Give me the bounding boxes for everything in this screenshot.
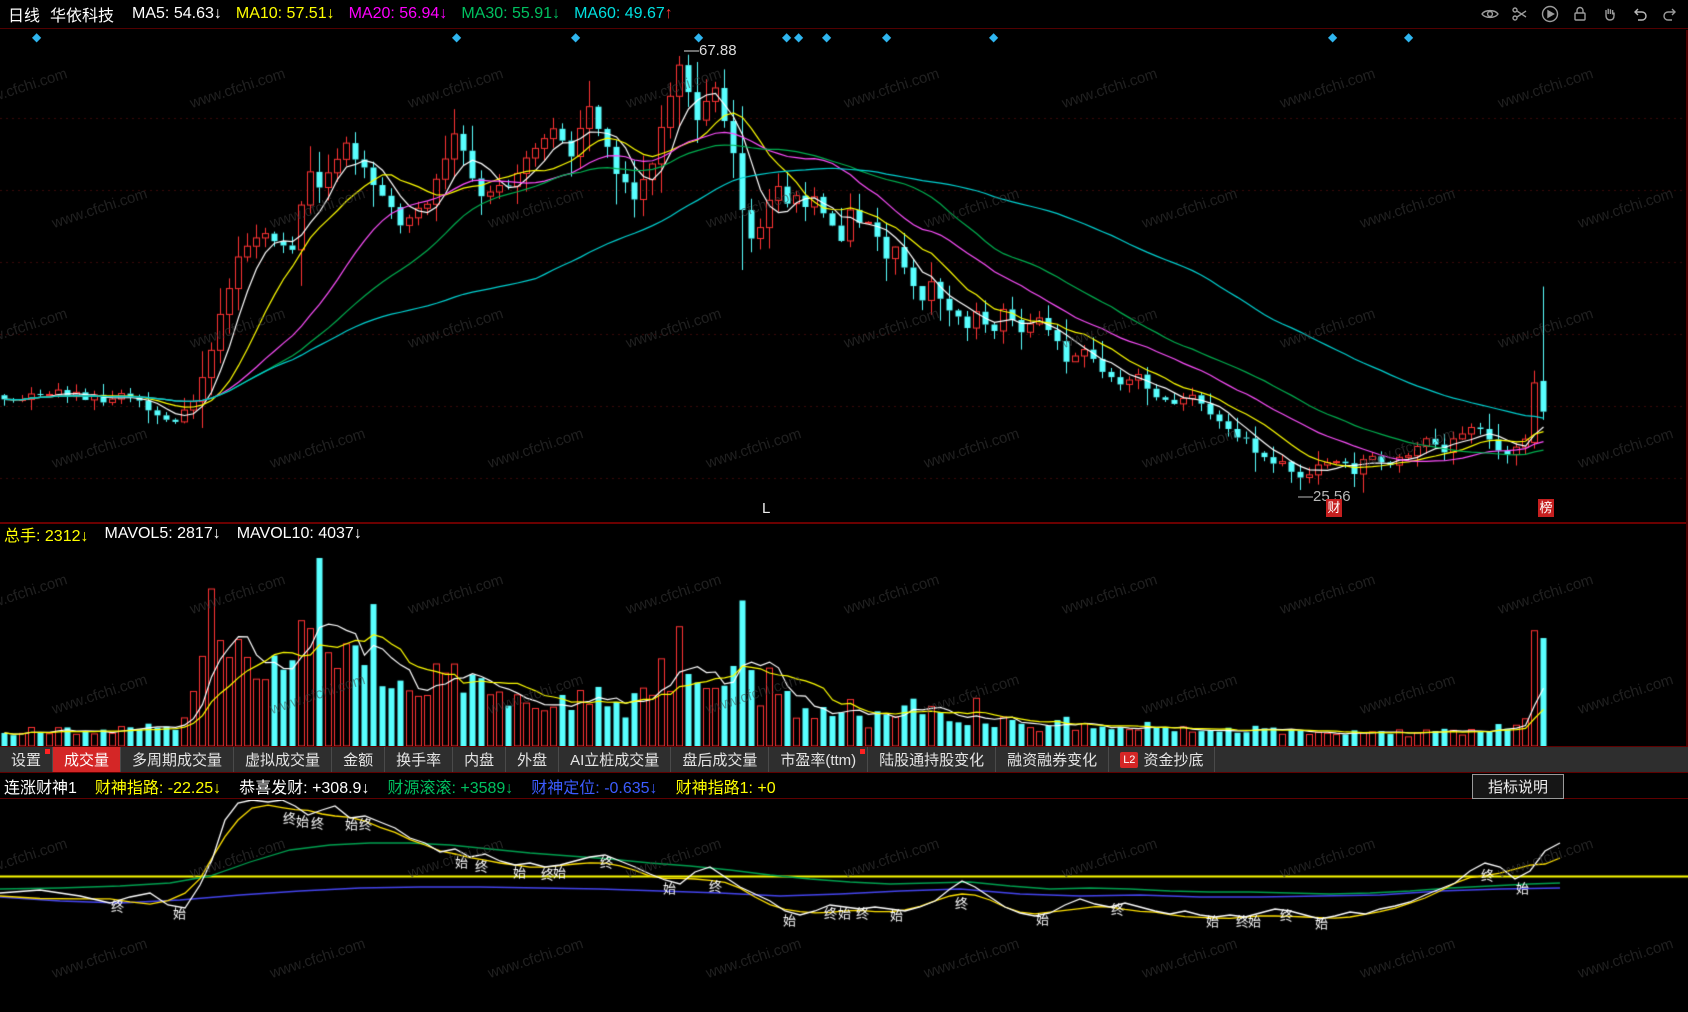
kline-canvas[interactable] bbox=[0, 30, 1688, 522]
vol-stat-1: MAVOL5: 2817↓ bbox=[104, 525, 221, 542]
ma-value-MA10: MA10: 57.51↓ bbox=[235, 5, 335, 22]
kline-panel: ◆ ◆ ◆ ◆ ◆ ◆ ◆ ◆ ◆ ◆ ◆ —67.88 —25.56 L 财 榜 www.cfch… bbox=[0, 30, 1688, 524]
ma-value-MA30: MA30: 55.91↓ bbox=[461, 5, 561, 22]
indicator-canvas[interactable] bbox=[0, 800, 1688, 1012]
l-marker: L bbox=[762, 500, 771, 517]
volume-panel: www.cfchi.com www.cfchi.com www.cfchi.com w… bbox=[0, 546, 1688, 746]
indicator-stat-2: 财源滚滚: +3589↓ bbox=[387, 780, 514, 797]
indicator-stat-1: 恭喜发财: +308.9↓ bbox=[239, 780, 370, 797]
tab-label: AI立桩成交量 bbox=[570, 752, 660, 769]
ma-value-MA60: MA60: 49.67↑ bbox=[574, 5, 673, 22]
tab-label: 盘后成交量 bbox=[682, 752, 758, 769]
signal-diamond-icon[interactable]: ◆ bbox=[1328, 30, 1338, 44]
indicator-stat-3: 财神定位: -0.635↓ bbox=[531, 780, 658, 797]
ma-values: MA5: 54.63↓ MA10: 57.51↓ MA20: 56.94↓ MA30:… bbox=[132, 5, 687, 23]
tab-item-4[interactable]: 金额 bbox=[332, 747, 386, 772]
volume-canvas[interactable] bbox=[0, 546, 1688, 746]
panel-right-border bbox=[1686, 30, 1688, 746]
tab-label: 市盈率(ttm) bbox=[780, 752, 857, 769]
tab-item-0[interactable]: 设置 bbox=[0, 747, 54, 772]
undo-icon[interactable] bbox=[1630, 4, 1650, 24]
tab-label: 陆股通持股变化 bbox=[879, 752, 985, 769]
signal-diamond-icon[interactable]: ◆ bbox=[452, 30, 462, 44]
tab-item-7[interactable]: 外盘 bbox=[506, 747, 560, 772]
signal-diamond-icon[interactable]: ◆ bbox=[794, 30, 804, 44]
tab-item-2[interactable]: 多周期成交量 bbox=[121, 747, 235, 772]
tab-label: 设置 bbox=[11, 752, 42, 769]
tab-label: 换手率 bbox=[396, 752, 442, 769]
tab-item-8[interactable]: AI立桩成交量 bbox=[559, 747, 672, 772]
cai-news-badge[interactable]: 财 bbox=[1326, 499, 1342, 517]
tab-item-10[interactable]: 市盈率(ttm) bbox=[769, 747, 869, 772]
tab-item-11[interactable]: 陆股通持股变化 bbox=[868, 747, 997, 772]
l2-badge: L2 bbox=[1120, 751, 1139, 768]
signal-diamond-icon[interactable]: ◆ bbox=[694, 30, 704, 44]
signal-diamond-icon[interactable]: ◆ bbox=[782, 30, 792, 44]
header-toolbar bbox=[1480, 4, 1680, 24]
tab-label: 成交量 bbox=[64, 752, 110, 769]
low-price-label: —25.56 bbox=[1298, 488, 1351, 505]
tab-item-1[interactable]: 成交量 bbox=[53, 747, 122, 772]
tab-label: 融资融券变化 bbox=[1007, 752, 1098, 769]
tab-item-9[interactable]: 盘后成交量 bbox=[671, 747, 770, 772]
ma-value-MA20: MA20: 56.94↓ bbox=[348, 5, 448, 22]
indicator-stat-4: 财神指路1: +0 bbox=[675, 780, 776, 797]
bang-news-badge[interactable]: 榜 bbox=[1538, 499, 1554, 517]
tab-label: 外盘 bbox=[517, 752, 548, 769]
volume-header: 总手: 2312↓ MAVOL5: 2817↓ MAVOL10: 4037↓ bbox=[0, 523, 1688, 545]
signal-diamond-icon[interactable]: ◆ bbox=[571, 30, 581, 44]
signal-diamond-icon[interactable]: ◆ bbox=[32, 30, 42, 44]
tab-label: 金额 bbox=[343, 752, 374, 769]
tab-item-5[interactable]: 换手率 bbox=[385, 747, 454, 772]
play-icon[interactable] bbox=[1540, 4, 1560, 24]
signal-diamond-icon[interactable]: ◆ bbox=[822, 30, 832, 44]
tab-item-13[interactable]: L2 资金抄底 bbox=[1109, 747, 1216, 772]
signal-diamond-icon[interactable]: ◆ bbox=[882, 30, 892, 44]
scissors-icon[interactable] bbox=[1510, 4, 1530, 24]
redo-icon[interactable] bbox=[1660, 4, 1680, 24]
period-label[interactable]: 日线 bbox=[8, 8, 41, 25]
signal-diamond-icon[interactable]: ◆ bbox=[989, 30, 999, 44]
tab-label: 资金抄底 bbox=[1143, 752, 1204, 769]
indicator-header: 连涨财神1 财神指路: -22.25↓ 恭喜发财: +308.9↓ 财源滚滚: +3… bbox=[0, 774, 1688, 799]
indicator-help-button[interactable]: 指标说明 bbox=[1472, 774, 1564, 799]
notification-dot bbox=[860, 749, 866, 754]
lock-icon[interactable] bbox=[1570, 4, 1590, 24]
high-price-label: —67.88 bbox=[684, 42, 737, 59]
tab-label: 内盘 bbox=[464, 752, 495, 769]
indicator-values: 财神指路: -22.25↓ 恭喜发财: +308.9↓ 财源滚滚: +3589↓ 财神… bbox=[95, 774, 776, 798]
tab-label: 多周期成交量 bbox=[132, 752, 223, 769]
indicator-stat-0: 财神指路: -22.25↓ bbox=[94, 780, 222, 797]
signal-diamond-icon[interactable]: ◆ bbox=[1404, 30, 1414, 44]
vol-stat-2: MAVOL10: 4037↓ bbox=[236, 525, 362, 542]
tab-item-6[interactable]: 内盘 bbox=[453, 747, 507, 772]
trend-arrow-icon: ↓ bbox=[552, 5, 561, 22]
indicator-tabbar: 设置 成交量 多周期成交量 虚拟成交量 金额 换手率 内盘 外盘 AI立桩成交量 盘后成交量 市盈率… bbox=[0, 746, 1688, 773]
trend-arrow-icon: ↓ bbox=[213, 5, 222, 22]
drag-hand-icon[interactable] bbox=[1600, 4, 1620, 24]
chart-header: 日线 华依科技 MA5: 54.63↓ MA10: 57.51↓ MA20: 56.… bbox=[0, 0, 1688, 29]
tab-item-12[interactable]: 融资融券变化 bbox=[996, 747, 1110, 772]
vol-stat-0: 总手: 2312↓ bbox=[4, 528, 89, 545]
symbol-name[interactable]: 华依科技 bbox=[50, 8, 115, 25]
eye-icon[interactable] bbox=[1480, 4, 1500, 24]
trend-arrow-icon: ↑ bbox=[664, 5, 673, 22]
indicator-name[interactable]: 连涨财神1 bbox=[4, 780, 77, 797]
notification-dot bbox=[45, 749, 51, 754]
indicator-panel: www.cfchi.com www.cfchi.com www.cfchi.com w… bbox=[0, 800, 1688, 1012]
trend-arrow-icon: ↓ bbox=[439, 5, 448, 22]
ma-value-MA5: MA5: 54.63↓ bbox=[132, 5, 222, 22]
tab-label: 虚拟成交量 bbox=[245, 752, 321, 769]
trend-arrow-icon: ↓ bbox=[326, 5, 335, 22]
tab-item-3[interactable]: 虚拟成交量 bbox=[234, 747, 333, 772]
